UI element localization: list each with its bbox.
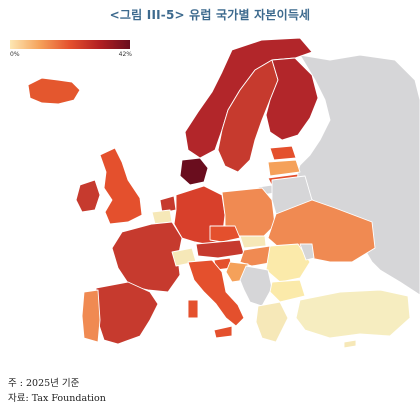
country-italy-sardinia	[187, 299, 199, 319]
country-latvia	[267, 159, 301, 177]
country-denmark	[179, 157, 209, 186]
legend-max-label: 42%	[118, 51, 132, 58]
color-legend: 0% 42%	[10, 40, 132, 60]
note-source: 자료: Tax Foundation	[8, 393, 106, 404]
country-cyprus	[343, 339, 357, 349]
country-czechia	[209, 225, 241, 243]
figure-title: <그림 III-5> 유럽 국가별 자본이득세	[109, 8, 311, 22]
country-france	[111, 221, 183, 293]
country-austria	[195, 239, 245, 259]
country-united-kingdom	[99, 147, 143, 225]
country-spain	[95, 281, 159, 345]
country-turkey	[295, 289, 411, 339]
country-slovakia	[239, 235, 267, 249]
country-italy	[187, 259, 245, 327]
region-balkans-no-data	[239, 265, 273, 307]
legend-gradient-bar	[10, 40, 130, 49]
country-italy-sicily	[213, 325, 233, 339]
country-moldova	[299, 243, 315, 261]
country-iceland	[27, 77, 81, 105]
country-finland	[265, 57, 319, 141]
legend-min-label: 0%	[10, 51, 20, 58]
country-estonia	[269, 145, 297, 161]
note-year: 주 : 2025년 기준	[8, 378, 80, 389]
country-bulgaria	[269, 279, 306, 303]
figure-notes: 주 : 2025년 기준 자료: Tax Foundation	[8, 376, 106, 406]
country-portugal	[81, 289, 101, 343]
country-greece	[255, 301, 289, 343]
country-ireland	[75, 179, 101, 213]
country-hungary	[239, 245, 276, 267]
